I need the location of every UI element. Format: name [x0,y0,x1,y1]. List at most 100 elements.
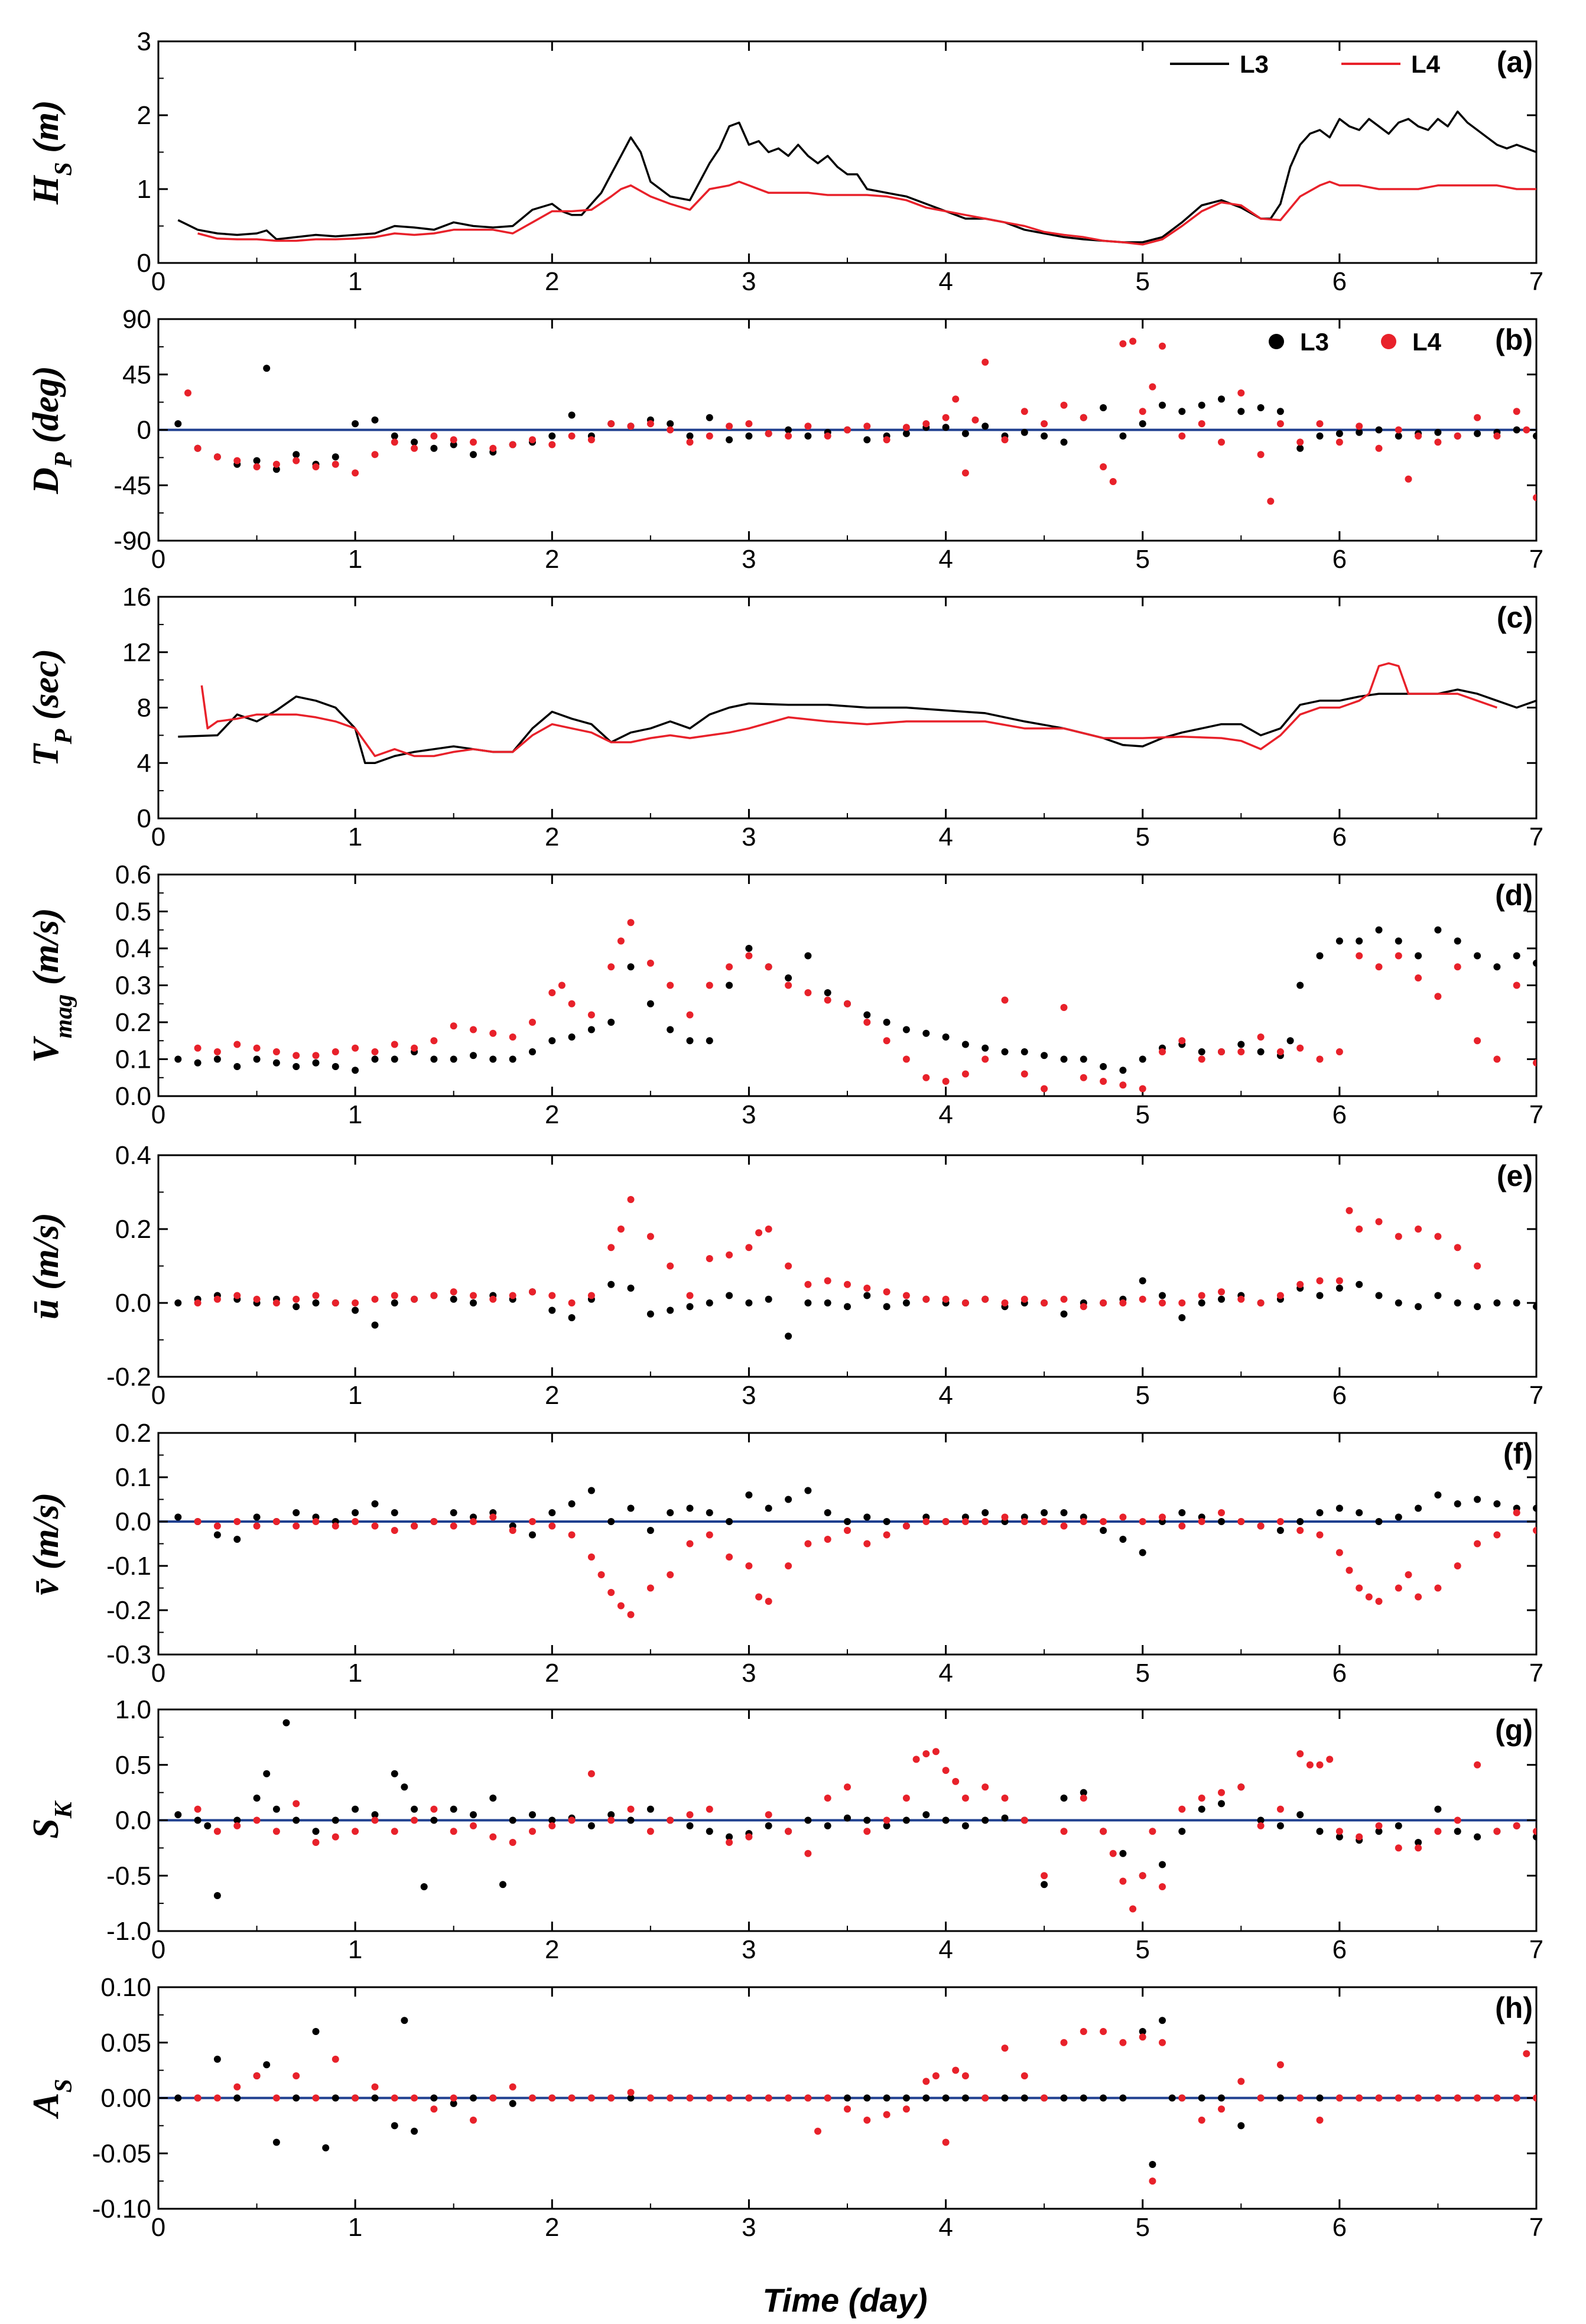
data-point-l3 [401,1783,408,1791]
legend: L3 L4 [1269,328,1442,356]
data-point-l3 [194,1816,202,1824]
data-point-l3 [1395,1299,1402,1306]
data-point-l3 [1415,952,1422,960]
data-point-l4 [1218,1509,1225,1516]
x-tick-label: 5 [1135,1659,1149,1688]
x-tick-label: 4 [938,2213,953,2242]
data-point-l3 [253,457,261,464]
data-point-l4 [1493,1828,1501,1835]
data-point-l4 [667,981,674,989]
data-point-l4 [1533,494,1536,502]
x-tick-label: 3 [742,1381,756,1410]
series-line-l3 [177,110,1536,243]
data-point-l4 [1276,2061,1284,2069]
data-point-l3 [352,420,359,428]
y-tick-label: 0.4 [115,934,151,963]
data-point-l3 [883,1518,890,1525]
x-tick-label: 0 [151,267,165,296]
data-point-l3 [272,1059,280,1067]
data-point-l4 [1060,1522,1068,1530]
data-point-l4 [489,1295,497,1303]
x-axis-title: Time (day) [762,2281,927,2319]
data-point-l3 [982,1509,989,1516]
y-tick-label: 16 [122,583,151,612]
data-point-l4 [194,444,202,452]
data-point-l4 [1109,1850,1117,1857]
data-point-l4 [824,1277,831,1285]
data-point-l3 [726,1292,733,1299]
data-point-l3 [686,432,694,440]
data-point-l4 [1356,2094,1363,2102]
y-tick-label: -0.2 [106,1596,151,1625]
x-tick-label: 7 [1529,267,1543,296]
data-point-l3 [509,2099,516,2107]
data-point-l4 [1218,2105,1225,2113]
data-point-l3 [1493,1500,1501,1507]
data-point-l4 [253,2072,261,2079]
data-point-l3 [982,1816,989,1824]
data-point-l4 [785,432,792,440]
data-point-l3 [1020,428,1028,436]
data-point-l3 [430,1055,438,1063]
data-point-l4 [1405,1571,1412,1578]
data-point-l4 [371,2083,379,2091]
data-point-l3 [902,1816,910,1824]
data-point-l4 [824,1536,831,1543]
data-point-l4 [292,1052,300,1059]
data-point-l4 [352,1044,359,1052]
panel-label: (b) [1495,323,1533,356]
y-tick-label: 0.2 [115,1215,151,1244]
data-point-l3 [470,1811,477,1819]
data-point-l3 [804,1816,812,1824]
data-point-l4 [863,1285,871,1292]
data-point-l4 [745,1244,753,1252]
data-point-l3 [1356,1509,1363,1516]
data-point-l4 [922,1518,930,1525]
y-tick-label: 1 [137,175,151,204]
data-point-l3 [863,2094,871,2102]
data-point-l4 [1257,2094,1265,2102]
data-point-l3 [1375,426,1383,434]
data-point-l4 [922,1074,930,1081]
data-point-l3 [1415,1303,1422,1311]
data-point-l3 [1100,1063,1107,1070]
data-point-l3 [204,1822,212,1829]
data-point-l3 [745,945,753,952]
data-point-l3 [450,1509,457,1516]
data-point-l4 [1159,1883,1166,1890]
data-point-l3 [1533,960,1536,967]
data-point-l4 [1395,1844,1402,1852]
data-point-l4 [194,2094,202,2102]
data-point-l4 [804,422,812,430]
data-point-l4 [312,1839,320,1846]
y-tick-label: 0.0 [115,1507,151,1536]
data-point-l3 [922,2094,930,2102]
data-point-l4 [1237,389,1245,396]
data-point-l4 [607,1244,615,1252]
data-point-l3 [1454,1828,1461,1835]
data-point-l4 [1415,974,1422,981]
data-point-l4 [824,996,831,1004]
plot-area [177,110,1536,246]
data-point-l4 [646,1584,654,1592]
data-point-l3 [844,2094,851,2102]
data-point-l3 [371,1055,379,1063]
panel-label: (g) [1495,1714,1533,1747]
data-point-l4 [470,1026,477,1033]
data-point-l4 [312,1292,320,1299]
data-point-l4 [1159,1513,1166,1521]
data-point-l4 [902,1055,910,1063]
data-point-l3 [174,2094,182,2102]
data-point-l4 [1149,2177,1156,2185]
data-point-l4 [765,430,772,437]
data-point-l3 [627,1285,635,1292]
data-point-l4 [233,1292,241,1299]
data-point-l3 [529,1531,536,1539]
data-point-l4 [548,2094,556,2102]
panel-label: (a) [1497,45,1533,79]
y-tick-label: 0.5 [115,898,151,927]
data-point-l4 [804,2094,812,2102]
x-tick-label: 1 [348,545,362,574]
data-point-l4 [1395,1233,1402,1240]
data-point-l4 [1080,1795,1087,1802]
